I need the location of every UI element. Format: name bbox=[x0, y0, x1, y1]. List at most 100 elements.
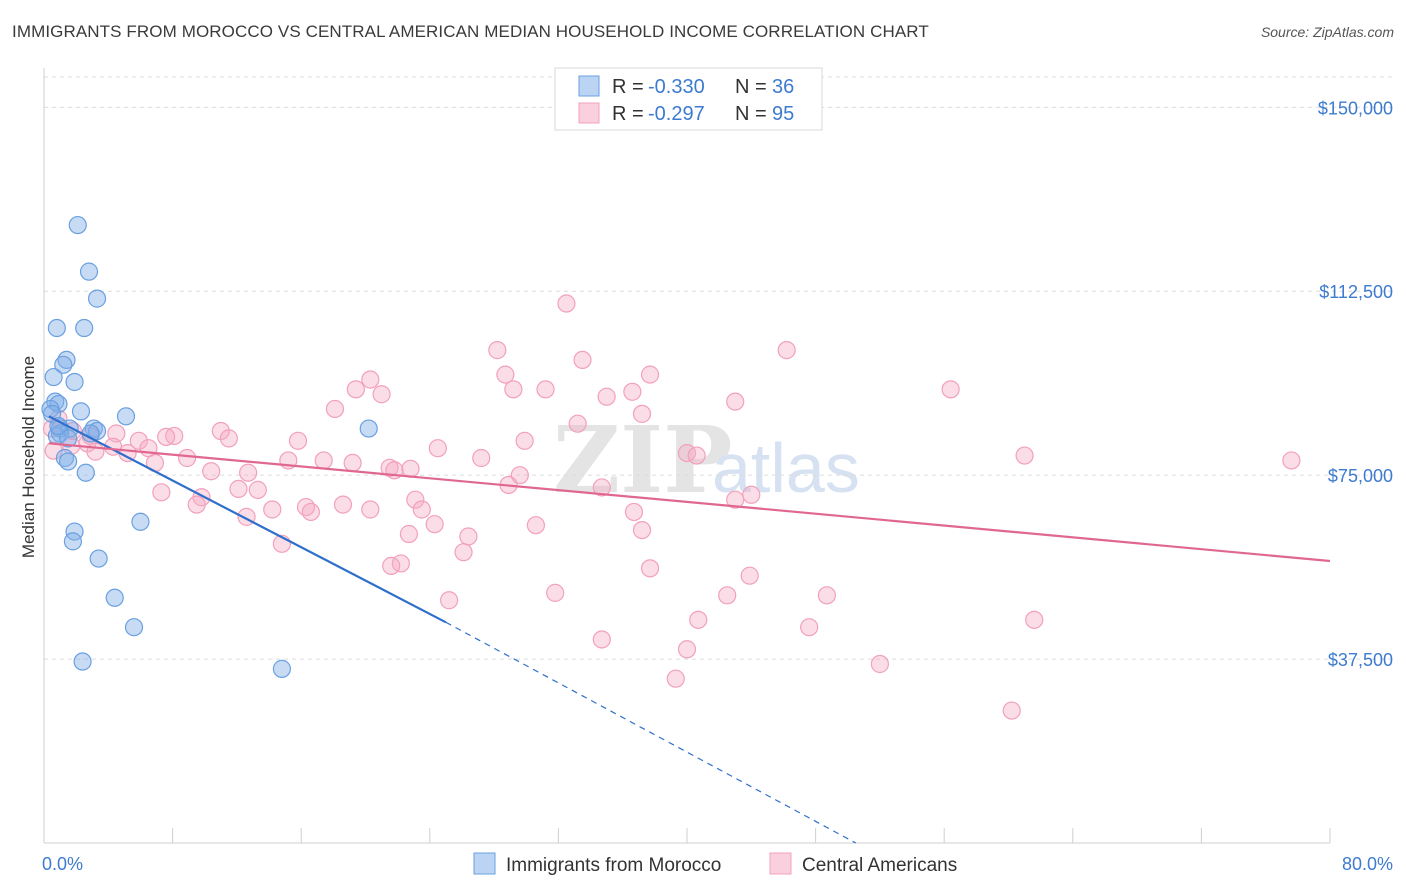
point-central-americans-61 bbox=[624, 502, 644, 522]
point-central-americans-73 bbox=[546, 583, 565, 602]
y-tick-label-0: $37,500 bbox=[1328, 650, 1393, 670]
point-central-americans-57 bbox=[361, 500, 380, 519]
watermark-atlas: atlas bbox=[712, 429, 860, 507]
point-central-americans-68 bbox=[454, 543, 473, 562]
point-central-americans-80 bbox=[592, 630, 611, 649]
source-credit: Source: ZipAtlas.com bbox=[1260, 24, 1394, 40]
point-central-americans-33 bbox=[380, 458, 399, 477]
point-central-americans-2 bbox=[777, 341, 796, 360]
x-tick-max: 80.0% bbox=[1342, 854, 1393, 874]
point-central-americans-46 bbox=[229, 479, 248, 498]
data-points bbox=[41, 215, 1301, 720]
point-morocco-3 bbox=[47, 318, 66, 338]
y-tick-label-3: $150,000 bbox=[1318, 98, 1393, 118]
point-central-americans-66 bbox=[459, 527, 478, 546]
point-central-americans-84 bbox=[1002, 701, 1021, 720]
y-tick-label-1: $75,000 bbox=[1328, 466, 1393, 486]
point-central-americans-35 bbox=[472, 448, 491, 468]
point-morocco-5 bbox=[57, 350, 76, 370]
point-central-americans-41 bbox=[239, 463, 258, 482]
point-morocco-29 bbox=[89, 549, 108, 568]
point-central-americans-54 bbox=[263, 500, 282, 519]
point-central-americans-17 bbox=[568, 414, 587, 433]
point-central-americans-31 bbox=[314, 451, 333, 470]
legend-r-value-central-americans: -0.297 bbox=[648, 103, 705, 125]
point-central-americans-32 bbox=[343, 453, 362, 473]
point-central-americans-15 bbox=[325, 399, 345, 419]
point-morocco-23 bbox=[55, 448, 74, 468]
point-central-americans-5 bbox=[640, 365, 660, 384]
point-central-americans-6 bbox=[361, 370, 380, 389]
gridlines bbox=[44, 76, 1395, 660]
point-central-americans-8 bbox=[372, 385, 391, 404]
point-morocco-28 bbox=[63, 532, 83, 551]
point-central-americans-16 bbox=[632, 404, 652, 423]
point-morocco-1 bbox=[79, 262, 99, 281]
point-central-americans-1 bbox=[488, 341, 507, 360]
point-central-americans-52 bbox=[742, 485, 761, 504]
point-central-americans-62 bbox=[425, 515, 444, 534]
point-morocco-4 bbox=[75, 318, 94, 338]
point-central-americans-77 bbox=[689, 610, 708, 629]
point-central-americans-75 bbox=[817, 586, 836, 605]
legend-n-value-morocco: 36 bbox=[772, 76, 794, 98]
point-central-americans-45 bbox=[592, 478, 611, 497]
legend-swatch-central-americans bbox=[578, 102, 600, 124]
point-central-americans-63 bbox=[526, 516, 545, 535]
point-central-americans-82 bbox=[870, 654, 890, 674]
point-central-americans-81 bbox=[677, 640, 697, 659]
chart-title: IMMIGRANTS FROM MOROCCO VS CENTRAL AMERI… bbox=[12, 22, 929, 41]
point-central-americans-11 bbox=[597, 387, 616, 406]
point-central-americans-85 bbox=[44, 441, 63, 460]
point-morocco-24 bbox=[59, 452, 78, 471]
point-morocco-22 bbox=[359, 419, 378, 438]
series-swatch-central-americans bbox=[769, 852, 792, 875]
legend-r-label-1: R = bbox=[612, 76, 644, 98]
point-central-americans-29 bbox=[177, 448, 197, 468]
point-central-americans-20 bbox=[129, 431, 148, 450]
point-central-americans-12 bbox=[623, 382, 642, 401]
point-central-americans-13 bbox=[726, 392, 745, 411]
point-morocco-35 bbox=[81, 424, 100, 443]
trend-extension-morocco bbox=[445, 621, 857, 844]
point-central-americans-7 bbox=[346, 380, 365, 399]
point-central-americans-25 bbox=[515, 431, 534, 450]
watermark-zip: ZIP bbox=[553, 406, 732, 514]
legend-swatch-morocco bbox=[578, 75, 600, 97]
point-central-americans-22 bbox=[157, 427, 176, 447]
point-morocco-26 bbox=[131, 512, 150, 531]
point-morocco-33 bbox=[272, 659, 292, 678]
point-central-americans-14 bbox=[941, 380, 960, 399]
point-morocco-6 bbox=[54, 355, 73, 374]
legend-n-value-central-americans: 95 bbox=[772, 103, 794, 125]
trend-lines bbox=[48, 415, 1331, 844]
point-central-americans-26 bbox=[428, 439, 447, 458]
point-central-americans-50 bbox=[406, 490, 425, 509]
point-central-americans-79 bbox=[800, 618, 819, 637]
point-central-americans-78 bbox=[1025, 610, 1044, 629]
series-swatch-morocco bbox=[473, 852, 496, 875]
legend: R = -0.330 N = 36 R = -0.297 N = 95 bbox=[554, 67, 823, 131]
x-tick-min: 0.0% bbox=[42, 854, 83, 874]
point-central-americans-83 bbox=[666, 669, 685, 688]
point-central-americans-64 bbox=[632, 520, 652, 540]
point-central-americans-70 bbox=[382, 556, 401, 575]
point-central-americans-36 bbox=[687, 446, 706, 465]
point-central-americans-76 bbox=[439, 591, 459, 610]
point-central-americans-53 bbox=[187, 495, 206, 514]
point-morocco-31 bbox=[124, 618, 144, 637]
point-morocco-17 bbox=[84, 419, 103, 438]
point-central-americans-10 bbox=[536, 380, 555, 399]
point-central-americans-58 bbox=[412, 500, 431, 519]
point-central-americans-37 bbox=[1015, 446, 1034, 465]
point-morocco-11 bbox=[71, 402, 91, 421]
legend-n-label-2: N = bbox=[735, 103, 767, 125]
point-central-americans-42 bbox=[401, 459, 420, 478]
point-central-americans-88 bbox=[86, 442, 105, 461]
y-axis-label: Median Household Income bbox=[19, 356, 38, 558]
point-central-americans-71 bbox=[640, 559, 660, 578]
point-central-americans-38 bbox=[1282, 451, 1301, 470]
legend-n-label-1: N = bbox=[735, 76, 767, 98]
point-central-americans-23 bbox=[219, 429, 238, 448]
